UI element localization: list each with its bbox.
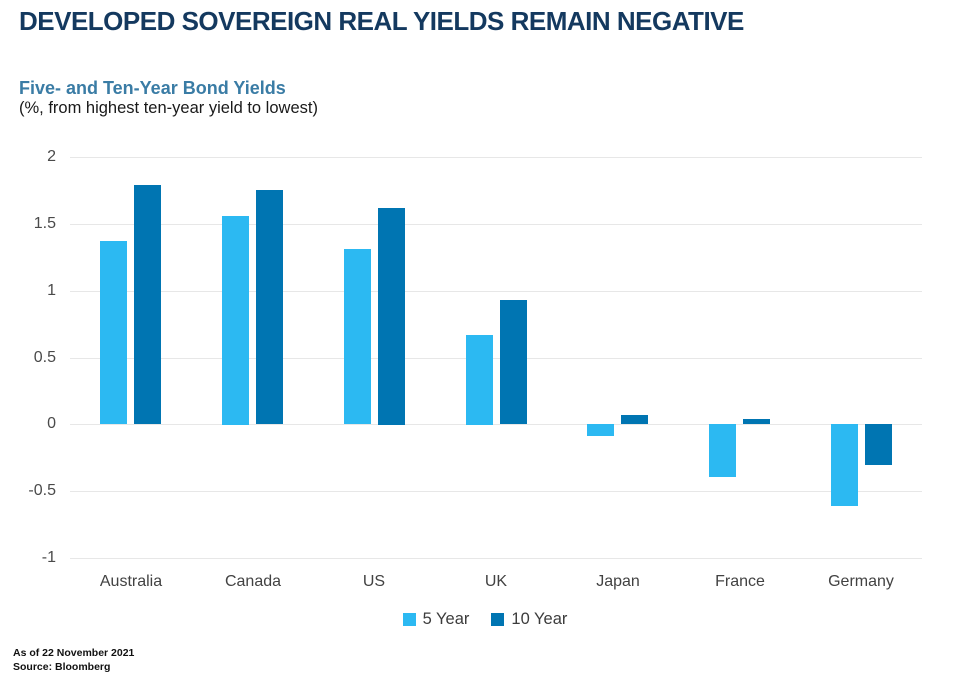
bar-us-10-year [378,208,405,425]
bar-uk-10-year [500,300,527,424]
gridline-y--0-5 [70,491,922,492]
y-axis-tick-label: 0 [47,415,56,432]
bar-australia-10-year [134,185,161,424]
gridline-y-0-5 [70,358,922,359]
gridline-y-1 [70,291,922,292]
legend-item-10-year: 10 Year [491,610,567,629]
chart-footnote: As of 22 November 2021 Source: Bloomberg [13,647,134,674]
gridline-y-0 [70,424,922,425]
x-axis-label-uk: UK [484,573,508,590]
bar-canada-5-year [222,216,249,425]
y-axis-tick-label: -0.5 [28,482,56,499]
bar-japan-5-year [587,424,614,436]
bar-australia-5-year [100,241,127,424]
y-axis-tick-label: 1 [47,282,56,299]
bar-japan-10-year [621,415,648,424]
y-axis-tick-label: -1 [41,549,56,566]
page-title: DEVELOPED SOVEREIGN REAL YIELDS REMAIN N… [19,6,744,36]
legend-label-5-year: 5 Year [422,610,470,628]
chart-title: Five- and Ten-Year Bond Yields [19,78,286,98]
bar-us-5-year [344,249,371,424]
bar-france-10-year [743,419,770,424]
y-axis-tick-label: 2 [47,148,56,165]
bar-canada-10-year [256,190,283,424]
bar-france-5-year [709,424,736,477]
chart-legend: 5 Year 10 Year [0,610,970,629]
x-axis-label-france: France [715,573,765,590]
source-note: Source: Bloomberg [13,660,111,673]
gridline-y--1 [70,558,922,559]
as-of-date: As of 22 November 2021 [13,647,135,659]
y-axis-tick-label: 1.5 [33,215,56,232]
chart-description: (%, from highest ten-year yield to lowes… [19,99,318,117]
bar-germany-5-year [831,424,858,506]
bar-germany-10-year [865,424,892,465]
x-axis-label-canada: Canada [224,573,282,590]
legend-item-5-year: 5 Year [402,610,470,629]
gridline-y-2 [70,157,922,158]
x-axis-label-australia: Australia [99,573,163,590]
x-axis-label-japan: Japan [596,573,640,590]
y-axis-tick-label: 0.5 [33,349,56,366]
gridline-y-1-5 [70,224,922,225]
x-axis-label-germany: Germany [828,573,894,590]
x-axis-label-us: US [362,573,386,590]
legend-swatch-10-year [491,613,505,626]
bar-uk-5-year [466,335,493,425]
legend-swatch-5-year [402,613,416,626]
legend-label-10-year: 10 Year [511,610,568,628]
